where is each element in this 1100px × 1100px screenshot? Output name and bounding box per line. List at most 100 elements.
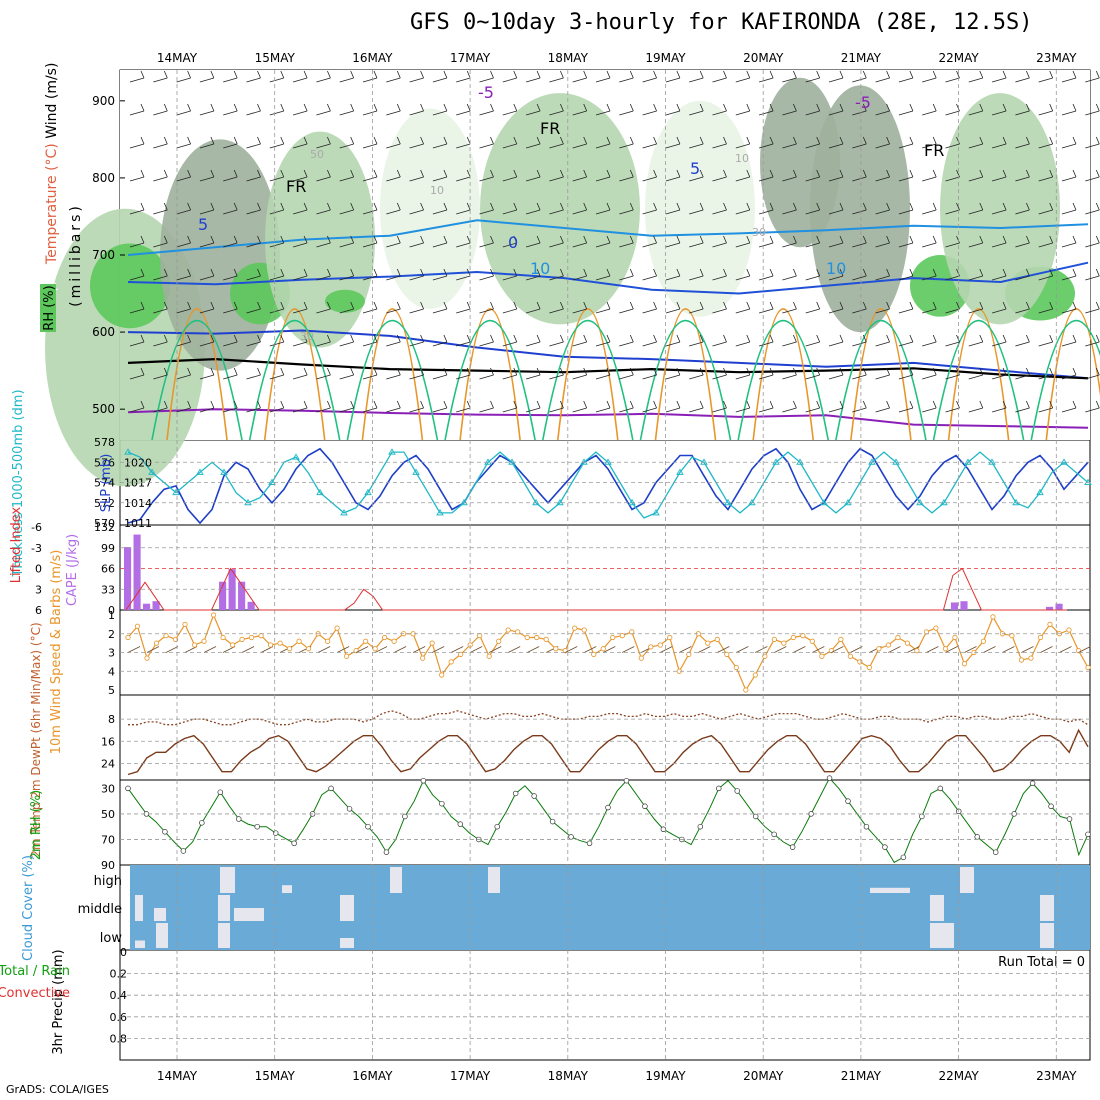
wind-barb: [525, 103, 541, 116]
wind-barb: [525, 400, 541, 413]
rh-point: [1029, 780, 1036, 787]
wind-barb: [991, 400, 1007, 413]
wind-barb: [292, 367, 308, 380]
wind-barb: [129, 169, 145, 182]
rh2m-panel: 30 50 70 90 2m RH (%): [29, 775, 1091, 872]
thickness-point: [700, 458, 708, 465]
rh-point: [420, 777, 427, 784]
wind-barb: [1061, 334, 1077, 347]
wind-barb: [292, 202, 308, 215]
rh-point: [863, 823, 870, 830]
wind-barb: [689, 268, 704, 281]
wind-barb: [549, 136, 564, 149]
wind-barb: [203, 646, 217, 653]
wind-barb: [805, 301, 821, 314]
wind-barb: [991, 202, 1007, 215]
x-tick-label-top: 21MAY: [841, 51, 882, 65]
rh-point: [734, 788, 740, 794]
wind-barb: [317, 646, 331, 653]
wind-barb: [502, 136, 518, 149]
wind-barb: [735, 70, 751, 83]
wind-barb: [502, 367, 518, 380]
y-tick-label: 0.2: [110, 968, 128, 981]
wind-barb: [153, 400, 168, 413]
wind-speed-point: [581, 627, 587, 633]
wind-barb: [945, 70, 960, 83]
wind-speed-point: [125, 634, 131, 641]
temperature-contour: [639, 320, 732, 441]
y-axis-label-part: Temperature (°C): [44, 143, 60, 268]
wind-barb: [269, 367, 285, 380]
wind-barb: [525, 268, 541, 281]
wind-barb: [199, 202, 215, 215]
wind-speed-point: [591, 651, 597, 657]
wind-barb: [393, 646, 407, 653]
x-tick-label-bottom: 21MAY: [841, 1069, 882, 1083]
wind-barb: [374, 646, 388, 653]
wind-barb: [991, 367, 1007, 380]
rh-point: [494, 823, 500, 830]
wind-barb: [642, 301, 657, 314]
rh-point: [217, 789, 224, 795]
wind-barb: [619, 70, 634, 83]
cloud-patch: [218, 895, 230, 921]
wind-barb: [362, 268, 378, 281]
contour-label: 5: [198, 215, 208, 234]
wind-barb: [1015, 169, 1030, 182]
wind-barb: [129, 334, 145, 347]
wind-speed-point: [515, 629, 521, 635]
wind-barb: [875, 268, 890, 281]
cloud-patch: [960, 867, 974, 893]
wind-barb: [1085, 136, 1100, 149]
wind-barb: [386, 400, 401, 413]
wind-barb: [223, 235, 238, 248]
wind-barb: [176, 268, 191, 281]
rh-point: [1048, 803, 1054, 810]
wind-barb: [888, 646, 901, 653]
cloud-patch: [135, 940, 145, 948]
wind-barb: [595, 169, 611, 182]
wind-barb: [595, 400, 611, 413]
wind-barb: [735, 103, 751, 116]
wind-barb: [968, 400, 984, 413]
wind-speed-point: [942, 646, 949, 652]
y-tick-label: 0.8: [110, 1032, 128, 1045]
rh-point: [789, 844, 796, 850]
wind-barb: [1038, 235, 1054, 248]
thickness-point: [748, 498, 756, 506]
wind-barb: [146, 646, 160, 653]
wind-barb: [852, 400, 867, 413]
wind-speed-point: [838, 636, 844, 642]
wind-barb: [432, 103, 448, 116]
y-tick-label-slp: 1020: [124, 456, 152, 469]
wind-barb: [736, 646, 749, 653]
wind-barb: [153, 268, 168, 281]
y-axis-label-part: Wind (m/s): [44, 63, 60, 144]
y-tick-label: 66: [101, 563, 115, 576]
thickness-point: [1012, 498, 1020, 506]
wind-barb: [339, 301, 355, 314]
wind-barb: [432, 202, 448, 215]
wind-barb: [572, 400, 588, 413]
contour-label: 30: [752, 226, 766, 239]
contour-label: 10: [530, 259, 550, 278]
wind-barb: [292, 136, 308, 149]
cloud-patch: [220, 867, 235, 893]
y-tick-label: high: [94, 874, 122, 889]
rh-point: [992, 849, 999, 855]
wind-barb: [679, 646, 692, 653]
wind-barb: [269, 235, 285, 248]
wind-speed-point: [619, 633, 625, 639]
wind-barb: [572, 136, 588, 149]
wind-speed-point: [448, 659, 454, 665]
wind-speed-point: [144, 655, 150, 661]
wind-speed-point: [534, 634, 540, 641]
wind-barb: [339, 136, 355, 149]
wind-speed-point: [952, 634, 958, 641]
wind-barb: [409, 136, 424, 149]
thickness-point: [1036, 488, 1044, 496]
wind-barb: [456, 103, 471, 116]
wind-speed-point: [553, 646, 559, 652]
wind-speed-point: [904, 640, 911, 646]
x-tick-label-top: 22MAY: [938, 51, 979, 65]
